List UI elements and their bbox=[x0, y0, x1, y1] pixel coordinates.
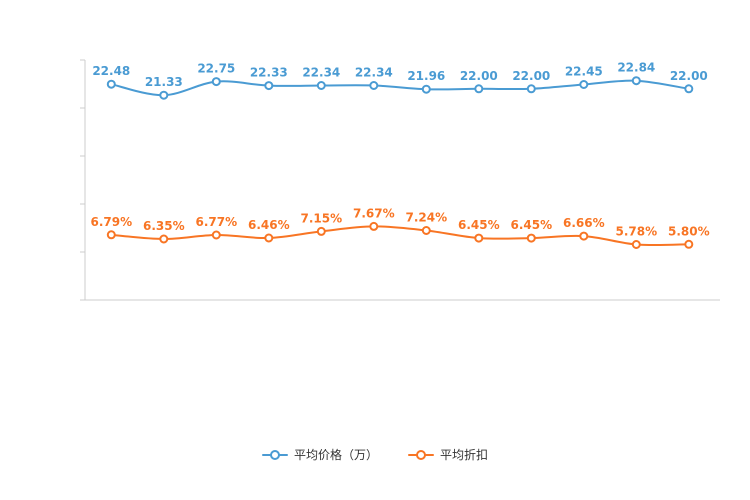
svg-text:6.46%: 6.46% bbox=[248, 218, 290, 232]
svg-text:7.15%: 7.15% bbox=[300, 211, 342, 225]
svg-text:22.34: 22.34 bbox=[355, 66, 393, 80]
svg-text:5.80%: 5.80% bbox=[668, 224, 710, 238]
svg-text:22.84: 22.84 bbox=[617, 61, 655, 75]
svg-text:6.35%: 6.35% bbox=[143, 219, 185, 233]
svg-text:6.77%: 6.77% bbox=[195, 215, 237, 229]
svg-text:22.00: 22.00 bbox=[670, 69, 708, 83]
svg-text:21.96: 21.96 bbox=[407, 69, 445, 83]
legend-label-average-price: 平均价格（万） bbox=[293, 448, 378, 462]
legend-dot-shape bbox=[416, 449, 426, 460]
legend-label-average-discount: 平均折扣 bbox=[440, 448, 489, 462]
svg-text:21.33: 21.33 bbox=[145, 75, 183, 89]
svg-text:6.45%: 6.45% bbox=[510, 218, 552, 232]
svg-text:5.78%: 5.78% bbox=[615, 225, 657, 239]
svg-text:22.00: 22.00 bbox=[460, 69, 498, 83]
chart-legend: 平均价格（万） 平均折扣 bbox=[0, 446, 750, 463]
svg-text:7.24%: 7.24% bbox=[405, 211, 447, 225]
svg-text:22.00: 22.00 bbox=[512, 69, 550, 83]
svg-text:22.48: 22.48 bbox=[92, 64, 130, 78]
svg-text:6.79%: 6.79% bbox=[90, 215, 132, 229]
svg-text:22.34: 22.34 bbox=[302, 66, 340, 80]
svg-text:7.67%: 7.67% bbox=[353, 206, 395, 220]
svg-text:22.45: 22.45 bbox=[565, 65, 603, 79]
legend-item-average-price[interactable]: 平均价格（万） bbox=[261, 446, 378, 463]
legend-dot-shape bbox=[269, 449, 280, 460]
svg-text:6.45%: 6.45% bbox=[458, 218, 500, 232]
svg-text:22.75: 22.75 bbox=[197, 62, 235, 76]
svg-text:6.66%: 6.66% bbox=[563, 216, 605, 230]
svg-text:22.33: 22.33 bbox=[250, 66, 288, 80]
line-dot-marker-icon bbox=[261, 449, 288, 460]
legend-item-average-discount[interactable]: 平均折扣 bbox=[408, 446, 488, 463]
line-dot-marker-icon bbox=[408, 449, 434, 460]
